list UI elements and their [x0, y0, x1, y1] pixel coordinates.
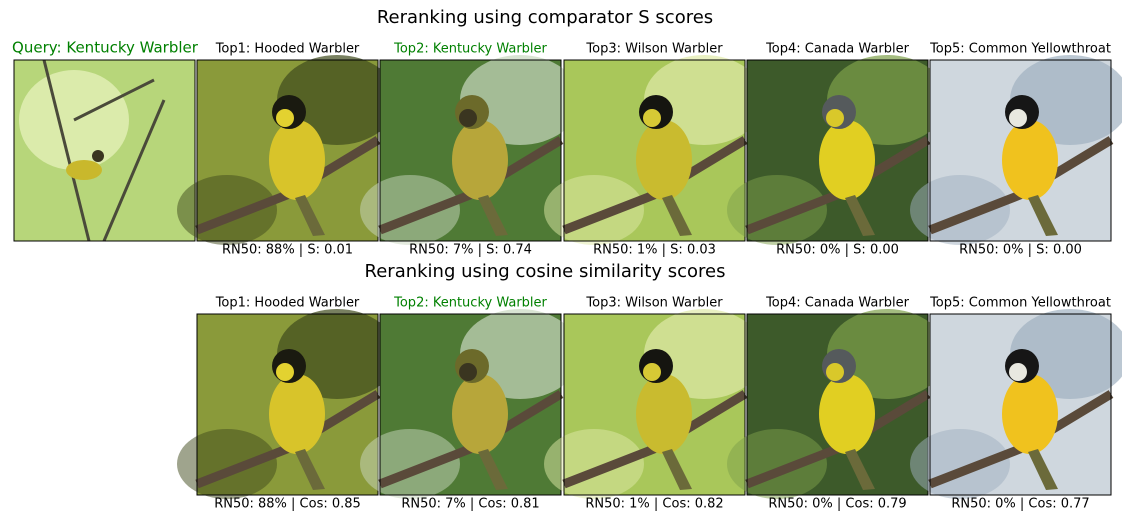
- result-label: Top5: Common Yellowthroat: [929, 296, 1111, 311]
- bird-face: [643, 109, 661, 127]
- panel-title: Reranking using comparator S scores: [377, 7, 713, 28]
- panel-title: Reranking using cosine similarity scores: [365, 261, 726, 282]
- result-caption: RN50: 1% | S: 0.03: [593, 243, 716, 258]
- query-photo: [14, 60, 195, 241]
- result-label: Top1: Hooded Warbler: [215, 42, 360, 57]
- result-caption: RN50: 7% | Cos: 0.81: [401, 497, 539, 512]
- bird-face: [1009, 109, 1027, 127]
- result-caption: RN50: 88% | Cos: 0.85: [214, 497, 361, 512]
- bird-face: [1009, 363, 1027, 381]
- bird-body: [66, 160, 102, 180]
- bird-face: [276, 109, 294, 127]
- photo-blur: [727, 429, 827, 499]
- result-caption: RN50: 0% | S: 0.00: [776, 243, 899, 258]
- photo-blur: [177, 429, 277, 499]
- bird-body: [1002, 120, 1058, 200]
- bird-face: [826, 363, 844, 381]
- result-photo: [910, 55, 1122, 245]
- result-caption: RN50: 0% | Cos: 0.77: [951, 497, 1089, 512]
- result-label: Top3: Wilson Warbler: [585, 42, 723, 57]
- result-photo: [910, 309, 1122, 499]
- photo-blur: [544, 175, 644, 245]
- bird-head: [92, 150, 104, 162]
- result-label: Top4: Canada Warbler: [765, 42, 910, 57]
- bird-face: [459, 363, 477, 381]
- result-label: Top2: Kentucky Warbler: [393, 296, 547, 311]
- result-caption: RN50: 0% | Cos: 0.79: [768, 497, 906, 512]
- bird-face: [643, 363, 661, 381]
- result-label: Top3: Wilson Warbler: [585, 296, 723, 311]
- photo-blur: [544, 429, 644, 499]
- bird-face: [459, 109, 477, 127]
- bird-face: [276, 363, 294, 381]
- result-caption: RN50: 7% | S: 0.74: [409, 243, 532, 258]
- photo-blur: [910, 175, 1010, 245]
- bird-body: [636, 120, 692, 200]
- bird-body: [452, 374, 508, 454]
- result-caption: RN50: 1% | Cos: 0.82: [585, 497, 723, 512]
- result-label: Top1: Hooded Warbler: [215, 296, 360, 311]
- query-label: Query: Kentucky Warbler: [12, 39, 199, 57]
- figure: Query: Kentucky Warbler Reranking using c…: [0, 0, 1122, 514]
- bird-body: [636, 374, 692, 454]
- bird-body: [452, 120, 508, 200]
- bird-body: [819, 374, 875, 454]
- bird-body: [1002, 374, 1058, 454]
- result-caption: RN50: 88% | S: 0.01: [222, 243, 353, 258]
- result-label: Top4: Canada Warbler: [765, 296, 910, 311]
- photo-blur: [177, 175, 277, 245]
- result-caption: RN50: 0% | S: 0.00: [959, 243, 1082, 258]
- bird-face: [826, 109, 844, 127]
- photo-blur: [360, 429, 460, 499]
- result-label: Top2: Kentucky Warbler: [393, 42, 547, 57]
- bird-body: [269, 374, 325, 454]
- result-label: Top5: Common Yellowthroat: [929, 42, 1111, 57]
- photo-blur: [727, 175, 827, 245]
- bird-body: [269, 120, 325, 200]
- photo-blur: [360, 175, 460, 245]
- bird-body: [819, 120, 875, 200]
- photo-blur: [910, 429, 1010, 499]
